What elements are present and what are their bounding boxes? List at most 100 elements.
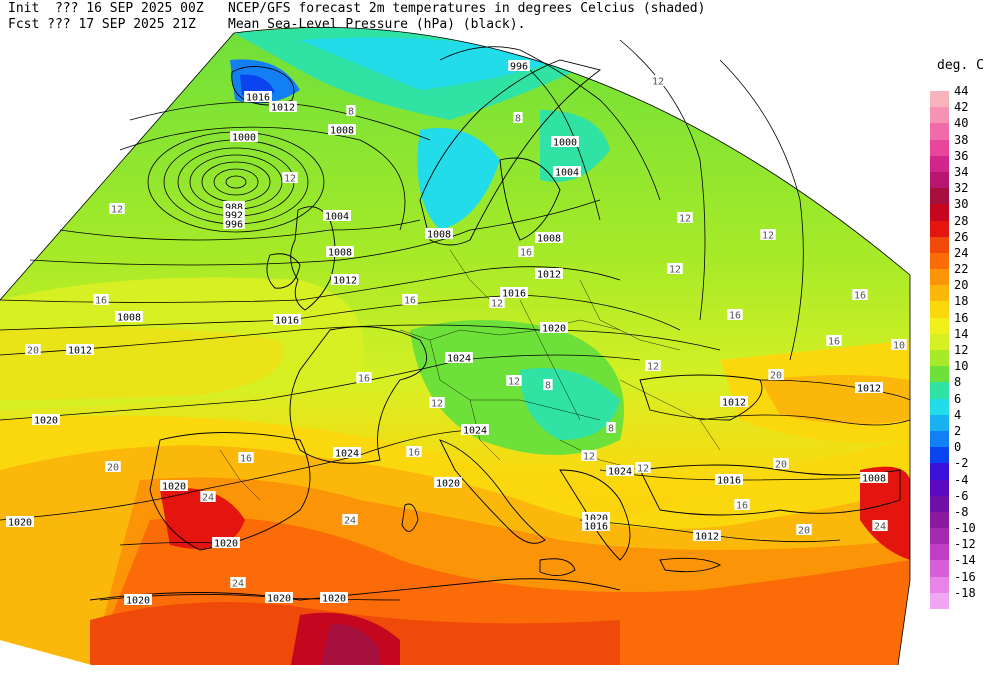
svg-text:1020: 1020 bbox=[584, 514, 608, 525]
svg-text:1008: 1008 bbox=[427, 230, 451, 241]
forecast-time-label: Fcst ??? 17 SEP 2025 21Z bbox=[8, 17, 196, 32]
legend-swatch bbox=[930, 220, 949, 237]
legend-swatch bbox=[930, 560, 949, 577]
legend-label: 42 bbox=[954, 100, 969, 115]
temperature-label: 12 bbox=[489, 297, 505, 310]
svg-text:1020: 1020 bbox=[542, 324, 566, 335]
temperature-label: 12 bbox=[650, 75, 666, 88]
legend-swatch bbox=[930, 430, 949, 448]
pressure-label: 1012 bbox=[720, 396, 748, 409]
pressure-label: 1020 bbox=[32, 414, 60, 427]
svg-text:1008: 1008 bbox=[862, 474, 886, 485]
chart-title-line1: NCEP/GFS forecast 2m temperatures in deg… bbox=[228, 1, 706, 16]
legend-swatch bbox=[930, 366, 949, 383]
pressure-label: 1008 bbox=[115, 311, 143, 324]
pressure-label: 1012 bbox=[855, 382, 883, 395]
svg-text:1012: 1012 bbox=[333, 276, 357, 287]
temperature-label: 16 bbox=[826, 335, 842, 348]
svg-text:1016: 1016 bbox=[584, 522, 608, 533]
svg-text:12: 12 bbox=[647, 362, 659, 373]
svg-text:8: 8 bbox=[545, 381, 551, 392]
temperature-label: 16 bbox=[402, 294, 418, 307]
svg-text:1020: 1020 bbox=[322, 594, 346, 605]
legend-label: 20 bbox=[954, 278, 969, 293]
legend-unit-label: deg. C bbox=[937, 58, 984, 73]
init-time-label: Init ??? 16 SEP 2025 00Z bbox=[8, 1, 204, 16]
temperature-label: 24 bbox=[342, 514, 358, 527]
legend-swatch bbox=[930, 479, 949, 496]
svg-text:1020: 1020 bbox=[214, 539, 238, 550]
legend-label: 22 bbox=[954, 262, 969, 277]
temperature-label: 16 bbox=[727, 309, 743, 322]
svg-text:20: 20 bbox=[798, 526, 810, 537]
svg-text:996: 996 bbox=[225, 220, 243, 231]
temperature-label: 12 bbox=[282, 172, 298, 185]
legend-label: 10 bbox=[954, 359, 969, 374]
svg-text:12: 12 bbox=[431, 399, 443, 410]
temperature-label: 16 bbox=[406, 446, 422, 459]
svg-text:1008: 1008 bbox=[328, 248, 352, 259]
svg-text:20: 20 bbox=[775, 460, 787, 471]
svg-text:8: 8 bbox=[608, 424, 614, 435]
legend-label: 2 bbox=[954, 423, 962, 438]
temperature-label: 20 bbox=[105, 461, 121, 474]
pressure-label: 1000 bbox=[230, 131, 258, 144]
temperature-label: 8 bbox=[606, 422, 616, 435]
legend-label: 44 bbox=[954, 84, 969, 98]
svg-text:12: 12 bbox=[669, 265, 681, 276]
legend-swatch bbox=[930, 382, 949, 399]
svg-text:1024: 1024 bbox=[463, 426, 487, 437]
legend-swatch bbox=[930, 544, 949, 561]
svg-text:1016: 1016 bbox=[717, 476, 741, 487]
svg-text:24: 24 bbox=[232, 579, 244, 590]
pressure-label: 1020 bbox=[160, 480, 188, 493]
legend-swatch bbox=[930, 495, 949, 512]
legend-swatch bbox=[930, 91, 949, 108]
temperature-label: 8 bbox=[346, 105, 356, 118]
legend-label: -14 bbox=[954, 553, 976, 568]
pressure-label: 1020 bbox=[265, 592, 293, 605]
legend-swatch bbox=[930, 236, 949, 253]
map-border bbox=[0, 27, 911, 666]
legend-swatch bbox=[930, 107, 949, 124]
pressure-label: 1016 bbox=[715, 474, 743, 487]
svg-text:1000: 1000 bbox=[553, 138, 577, 149]
temperature-label: 20 bbox=[796, 524, 812, 537]
svg-text:12: 12 bbox=[637, 464, 649, 475]
svg-text:1000: 1000 bbox=[232, 133, 256, 144]
legend-label: -2 bbox=[954, 456, 969, 471]
svg-text:10: 10 bbox=[893, 341, 905, 352]
svg-text:1012: 1012 bbox=[695, 532, 719, 543]
pressure-label: 1024 bbox=[606, 465, 634, 478]
legend-swatch bbox=[930, 139, 949, 156]
pressure-label: 1008 bbox=[535, 232, 563, 245]
svg-text:1008: 1008 bbox=[330, 126, 354, 137]
legend-swatch bbox=[930, 528, 949, 545]
svg-text:1004: 1004 bbox=[325, 212, 349, 223]
temperature-label: 12 bbox=[581, 450, 597, 463]
svg-text:1020: 1020 bbox=[8, 518, 32, 529]
svg-text:988: 988 bbox=[225, 203, 243, 214]
legend-swatch bbox=[930, 155, 949, 172]
svg-text:1024: 1024 bbox=[447, 354, 471, 365]
temperature-label: 12 bbox=[429, 397, 445, 410]
pressure-label: 1020 bbox=[320, 592, 348, 605]
pressure-labels: 9961016101210081000100010049889929961004… bbox=[6, 60, 888, 607]
legend-swatch bbox=[930, 252, 949, 270]
temperature-label: 10 bbox=[891, 339, 907, 352]
legend-label: -4 bbox=[954, 472, 969, 487]
svg-text:16: 16 bbox=[729, 311, 741, 322]
legend-label: 36 bbox=[954, 148, 969, 163]
legend-label: 38 bbox=[954, 132, 969, 147]
legend-swatch bbox=[930, 447, 949, 464]
country-borders bbox=[219, 249, 721, 501]
svg-text:16: 16 bbox=[240, 454, 252, 465]
svg-text:16: 16 bbox=[404, 296, 416, 307]
temperature-label: 12 bbox=[667, 263, 683, 276]
legend-label: 0 bbox=[954, 440, 962, 455]
svg-text:1020: 1020 bbox=[267, 594, 291, 605]
pressure-label: 996 bbox=[223, 218, 245, 231]
pressure-label: 1004 bbox=[323, 210, 351, 223]
svg-text:12: 12 bbox=[652, 77, 664, 88]
